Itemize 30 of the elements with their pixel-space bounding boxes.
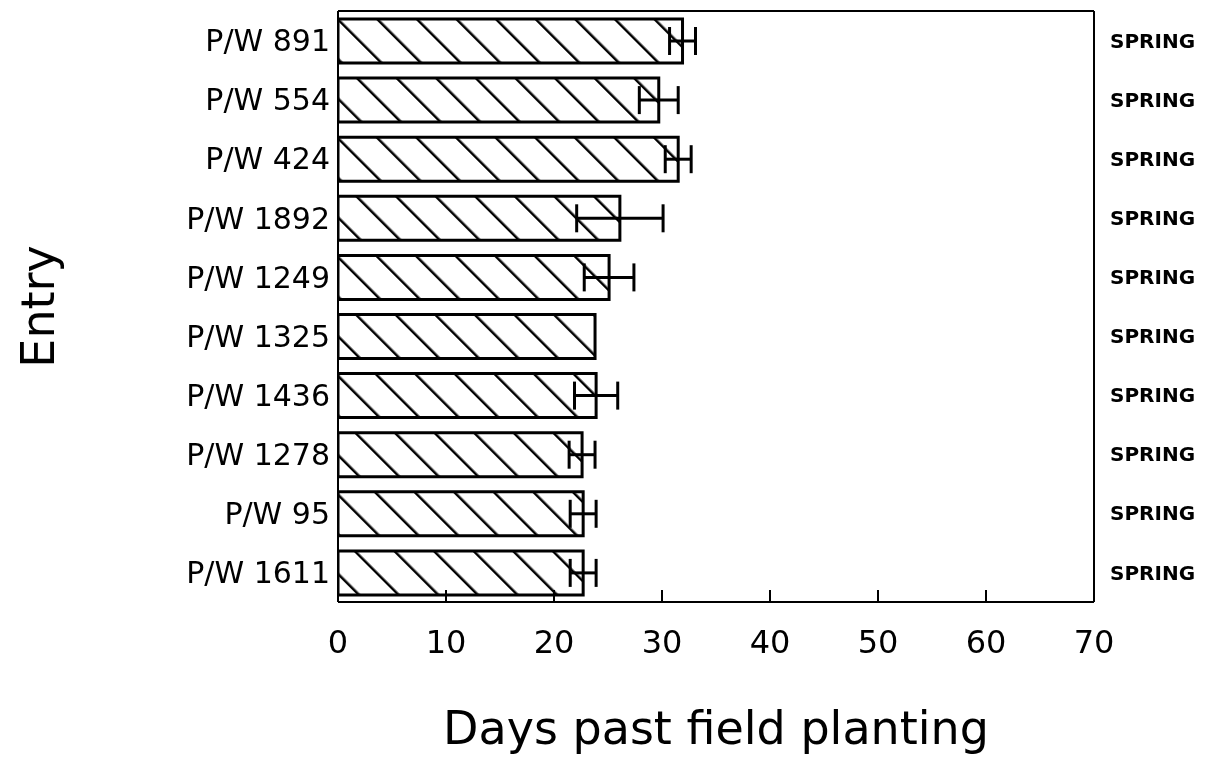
text: SPRING (1110, 28, 1196, 53)
text: SPRING (1110, 205, 1196, 230)
x-axis-title: Days past field planting (443, 701, 989, 755)
x-tick-label: 60 (965, 622, 1007, 661)
x-tick-label: 30 (641, 622, 683, 661)
x-tick-label: 10 (425, 622, 467, 661)
x-tick-label: 40 (749, 622, 791, 661)
x-tick-label: 70 (1073, 622, 1115, 661)
y-tick-label: P/W 1278 (186, 436, 330, 472)
text: SPRING (1110, 560, 1196, 585)
y-tick-label: P/W 891 (205, 23, 330, 59)
x-tick-label: 20 (533, 622, 575, 661)
text: SPRING (1110, 146, 1196, 171)
y-tick-label: P/W 1436 (186, 377, 330, 413)
y-axis-title: Entry (11, 245, 66, 368)
y-tick-label: P/W 1325 (186, 318, 330, 354)
text: SPRING (1110, 383, 1196, 408)
text: SPRING (1110, 501, 1196, 526)
text: SPRING (1110, 442, 1196, 467)
y-tick-label: P/W 1249 (186, 259, 330, 295)
text: SPRING (1110, 324, 1196, 349)
y-tick-label: P/W 1611 (186, 555, 330, 591)
y-tick-label: P/W 1892 (186, 200, 330, 236)
text: SPRING (1110, 87, 1196, 112)
y-tick-label: P/W 95 (224, 496, 330, 531)
text: SPRING (1110, 265, 1196, 290)
x-tick-label: 50 (857, 622, 899, 661)
y-tick-label: P/W 554 (205, 82, 330, 118)
x-tick-label: 0 (327, 622, 349, 661)
y-tick-label: P/W 424 (205, 141, 330, 177)
